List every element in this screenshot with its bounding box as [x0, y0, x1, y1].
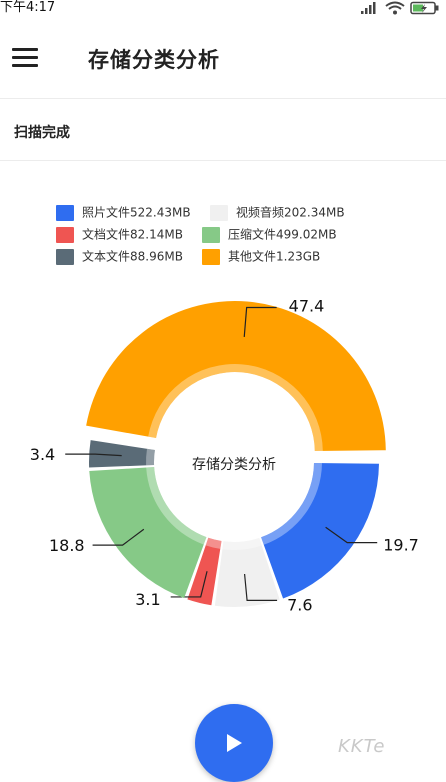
legend-label: 照片文件522.43MB: [82, 205, 191, 220]
pie-slice[interactable]: [214, 537, 280, 607]
legend-label: 其他文件1.23GB: [228, 249, 321, 264]
app-bar: 存储分类分析: [0, 24, 446, 94]
status-bar: 下午4:17: [0, 0, 446, 16]
pie-slice[interactable]: [88, 440, 155, 468]
leader-line: [65, 453, 122, 457]
signal-icon: [361, 2, 376, 14]
slice-value-label: 3.4: [30, 445, 55, 464]
start-button[interactable]: [195, 704, 273, 782]
menu-icon[interactable]: [12, 46, 38, 68]
slice-value-label: 3.1: [135, 590, 160, 609]
legend-label: 文本文件88.96MB: [82, 249, 183, 264]
legend-item: 照片文件522.43MB: [56, 203, 191, 221]
status-time: 下午4:17: [0, 0, 56, 15]
leader-line: [243, 573, 278, 601]
legend-swatch: [202, 248, 220, 265]
page-title: 存储分类分析: [88, 48, 220, 72]
legend-item: 文本文件88.96MB: [56, 247, 183, 265]
leader-line: [243, 306, 277, 337]
pie-slice-inner-band: [222, 537, 262, 551]
pie-slice-inner-band: [205, 537, 222, 549]
legend-item: 压缩文件499.02MB: [202, 225, 337, 243]
legend-swatch: [202, 226, 220, 243]
slice-value-label: 47.4: [289, 297, 325, 316]
legend-item: 其他文件1.23GB: [202, 247, 320, 265]
pie-slice[interactable]: [187, 537, 222, 606]
divider: [0, 160, 446, 161]
leader-line: [170, 571, 208, 598]
play-icon: [227, 734, 242, 752]
wifi-icon: [385, 1, 405, 15]
legend-swatch: [56, 226, 74, 243]
pie-slice-inner-band: [146, 448, 155, 466]
leader-line: [92, 528, 145, 546]
slice-value-label: 7.6: [287, 595, 312, 614]
slice-value-label: 18.8: [49, 536, 85, 555]
legend-label: 压缩文件499.02MB: [228, 227, 337, 242]
chart-legend: 照片文件522.43MB 视频音频202.34MB 文档文件82.14MB 压缩…: [56, 203, 396, 267]
watermark: KKTe: [338, 736, 386, 757]
legend-item: 视频音频202.34MB: [210, 203, 345, 221]
status-icons: [360, 1, 442, 15]
divider: [0, 98, 446, 99]
legend-swatch: [56, 248, 74, 265]
donut-chart: 19.7 7.6 3.1 18.8 3.4 47.4: [30, 297, 419, 615]
pie-slice[interactable]: [261, 462, 379, 599]
leader-line: [325, 526, 378, 544]
slice-value-label: 19.7: [383, 536, 419, 555]
scan-status: 扫描完成: [14, 125, 70, 141]
legend-swatch: [210, 204, 228, 221]
battery-charging-icon: [410, 1, 439, 15]
pie-slice[interactable]: [89, 466, 207, 599]
legend-label: 视频音频202.34MB: [236, 205, 345, 220]
legend-item: 文档文件82.14MB: [56, 225, 183, 243]
legend-swatch: [56, 204, 74, 221]
pie-slice-inner-band: [261, 462, 322, 545]
legend-label: 文档文件82.14MB: [82, 227, 183, 242]
pie-slice[interactable]: [86, 301, 386, 452]
chart-center-label: 存储分类分析: [192, 457, 276, 473]
pie-slice-inner-band: [146, 466, 207, 545]
